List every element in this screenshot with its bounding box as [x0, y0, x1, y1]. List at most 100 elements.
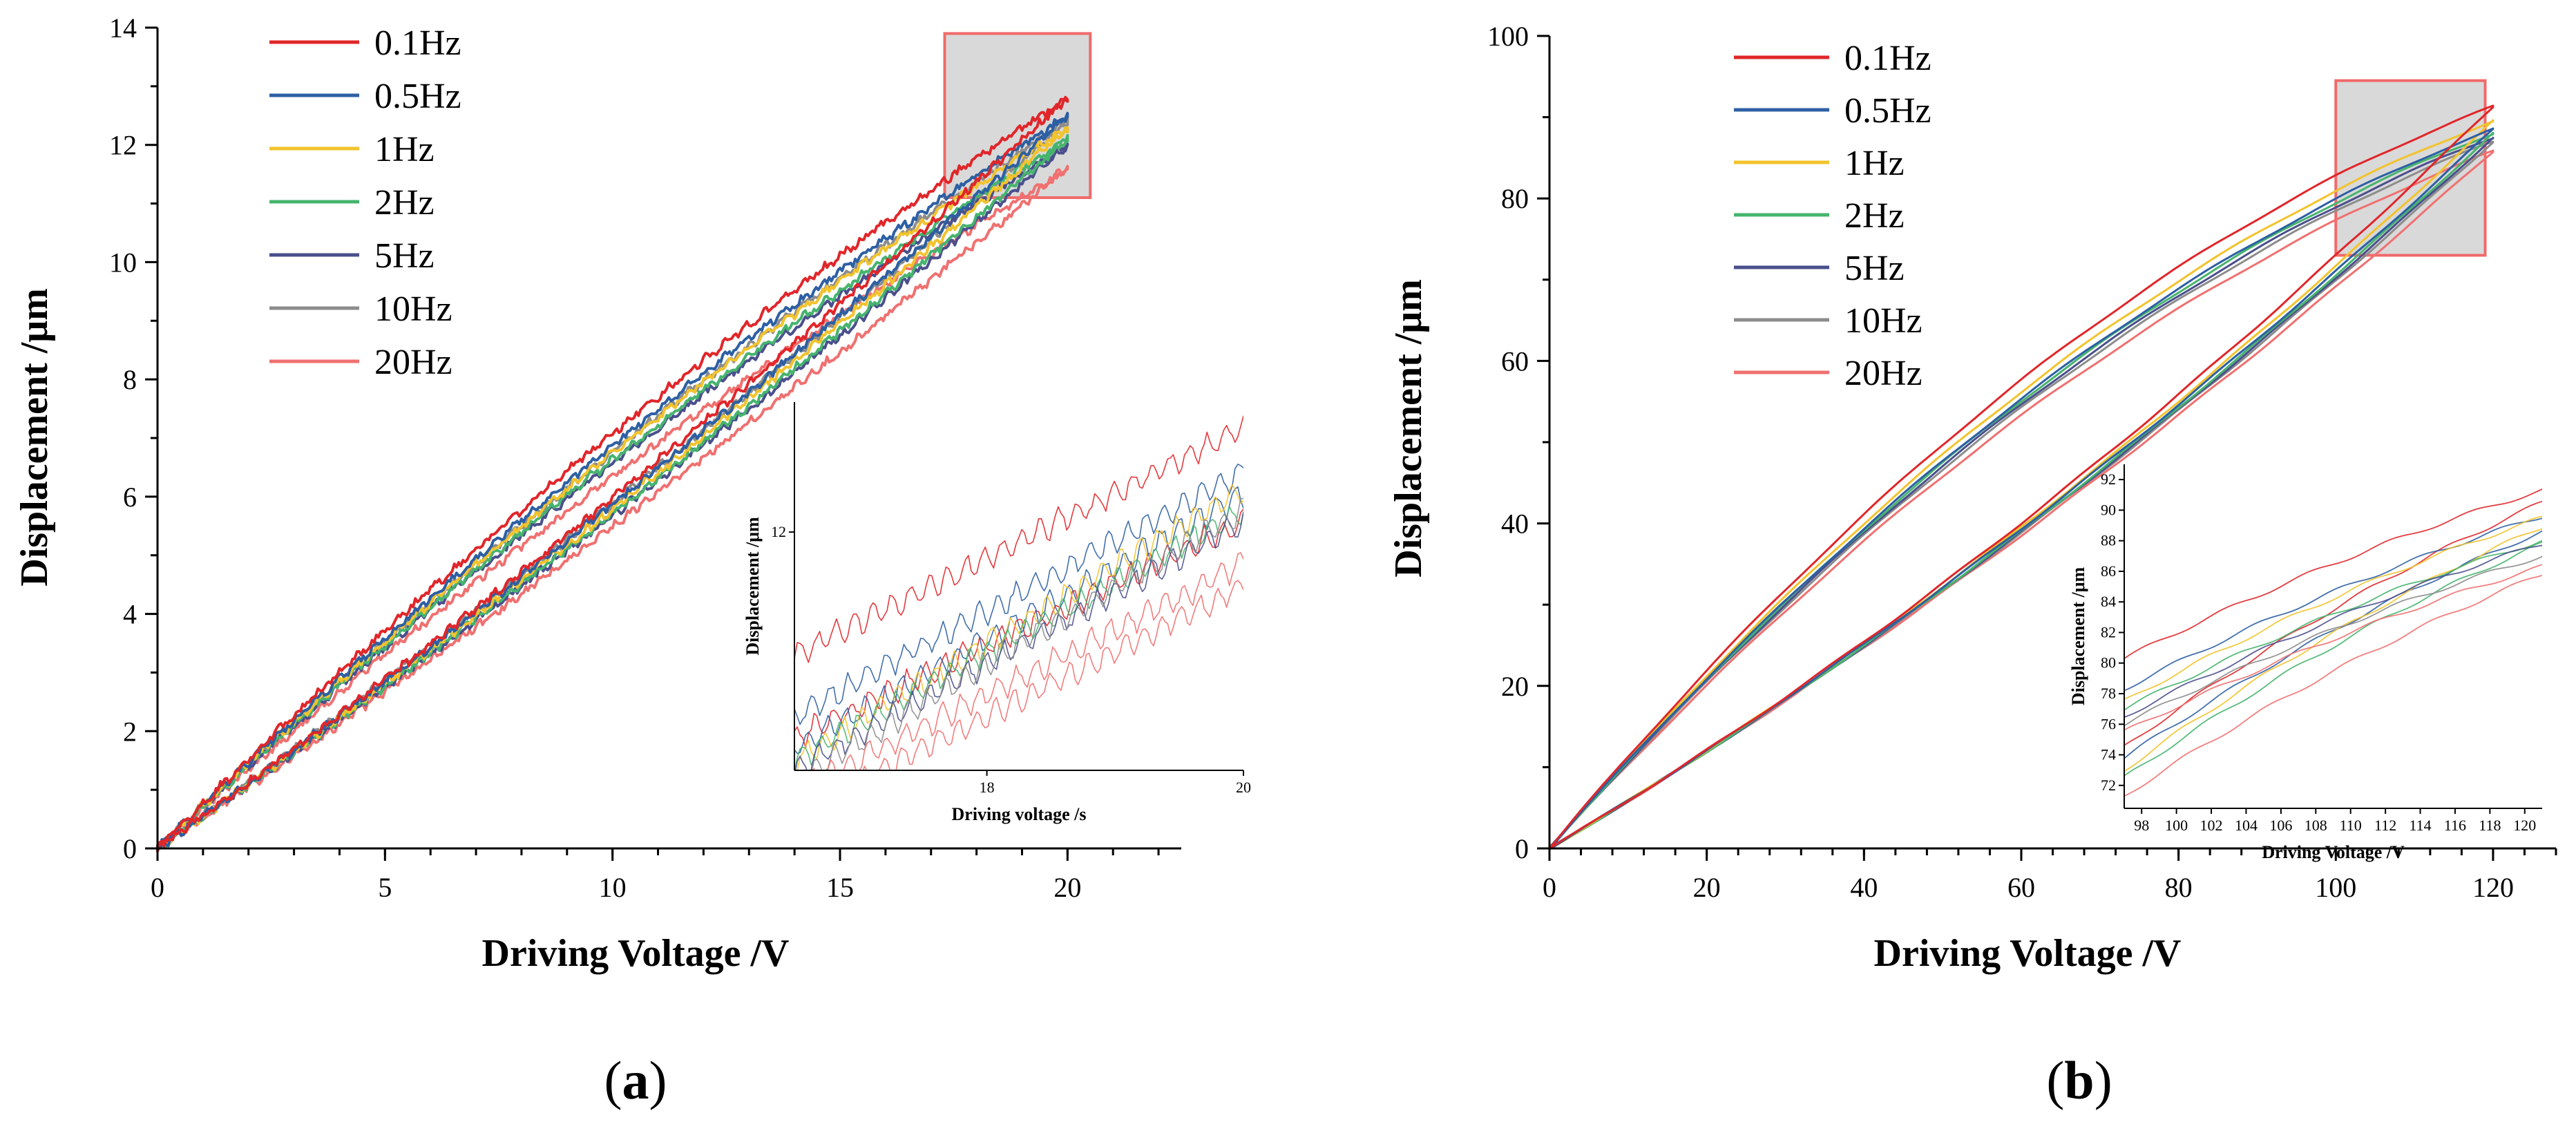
inset-series-line — [2124, 540, 2542, 711]
panel-b-x-axis-title: Driving Voltage /V — [1874, 932, 2182, 975]
legend-label: 0.5Hz — [1844, 91, 1931, 131]
inset-x-tick-label: 118 — [2479, 817, 2501, 834]
legend-item: 2Hz — [269, 183, 435, 222]
legend-item: 10Hz — [1734, 301, 1923, 341]
legend-item: 1Hz — [1734, 144, 1905, 183]
legend-item: 10Hz — [269, 289, 452, 329]
legend-label: 1Hz — [1844, 144, 1905, 183]
inset-background — [794, 402, 1243, 770]
inset-series-line — [2124, 515, 2542, 700]
legend-label: 10Hz — [374, 289, 452, 329]
panel-a-legend: 0.1Hz 0.5Hz 1Hz 2Hz 5Hz 10Hz 20Hz — [269, 23, 461, 382]
inset-series-line — [2124, 544, 2542, 718]
inset-y-tick-label: 74 — [2101, 746, 2116, 763]
legend-item: 5Hz — [1734, 249, 1905, 288]
legend-label: 1Hz — [374, 130, 435, 169]
legend-label: 10Hz — [1844, 301, 1923, 341]
legend-item: 5Hz — [269, 236, 435, 276]
legend-label: 0.1Hz — [374, 23, 461, 63]
panel-a-x-axis-title: Driving Voltage /V — [482, 932, 790, 975]
inset-x-tick-label: 112 — [2374, 817, 2396, 834]
panel-b-y-axis-title: Displacement /μm — [1387, 279, 1430, 577]
inset-x-tick-label: 100 — [2165, 817, 2188, 834]
series-line-0.5hz — [1548, 127, 2494, 850]
y-tick-label: 12 — [109, 130, 137, 161]
legend-label: 5Hz — [1844, 249, 1905, 288]
legend-item: 0.1Hz — [269, 23, 461, 63]
y-tick-label: 14 — [109, 12, 137, 44]
legend-item: 1Hz — [269, 130, 435, 169]
inset-y-axis-title: Displacement /μm — [2068, 567, 2088, 706]
inset-y-tick-label: 82 — [2101, 623, 2116, 640]
y-tick-label: 20 — [1501, 671, 1529, 702]
inset-x-tick-label: 102 — [2200, 817, 2223, 834]
y-tick-label: 100 — [1487, 21, 1529, 52]
x-tick-label: 5 — [378, 872, 392, 903]
panel-a-inset: 18 20 12 Driving voltage /s Displacement /μm — [743, 402, 1251, 824]
inset-series-line — [2124, 575, 2542, 797]
series-line-10hz — [156, 115, 1069, 853]
legend-label: 20Hz — [1844, 354, 1923, 393]
x-tick-label: 20 — [1693, 872, 1721, 903]
panel-b-axes: 0 20 40 60 80 100 120 0 20 40 60 80 100 — [1487, 21, 2557, 903]
legend-label: 2Hz — [1844, 196, 1905, 236]
inset-curves — [794, 415, 1243, 770]
inset-series-line — [2124, 517, 2542, 692]
inset-y-tick-label: 76 — [2101, 715, 2116, 732]
legend-item: 0.5Hz — [269, 77, 461, 116]
inset-y-tick-label: 84 — [2101, 593, 2116, 610]
inset-x-tick-label: 104 — [2235, 817, 2258, 834]
y-tick-label: 0 — [123, 833, 137, 864]
x-tick-label: 15 — [826, 872, 854, 903]
y-tick-label: 8 — [123, 364, 137, 395]
x-tick-label: 120 — [2472, 872, 2514, 903]
x-tick-label: 60 — [2007, 872, 2035, 903]
inset-series-line — [2124, 564, 2542, 731]
inset-x-tick-label: 114 — [2409, 817, 2431, 834]
legend-item: 20Hz — [1734, 354, 1923, 393]
y-tick-label: 80 — [1501, 183, 1529, 214]
x-tick-label: 20 — [1053, 872, 1081, 903]
panel-a-chart: 0 5 10 15 20 0 2 4 6 8 10 12 14 Driving Voltage /V D… — [13, 12, 1251, 1110]
inset-y-tick-label: 80 — [2101, 654, 2116, 672]
legend-label: 0.5Hz — [374, 77, 461, 116]
inset-series-line — [794, 415, 1243, 663]
x-tick-label: 10 — [599, 872, 627, 903]
inset-x-tick-label: 18 — [980, 779, 995, 796]
series-line-0.1hz — [156, 95, 1069, 853]
legend-label: 0.1Hz — [1844, 39, 1931, 78]
inset-y-tick-label: 90 — [2101, 501, 2116, 518]
inset-series-line — [811, 497, 1243, 770]
y-tick-label: 6 — [123, 482, 137, 513]
y-tick-label: 2 — [123, 716, 137, 747]
legend-item: 20Hz — [269, 343, 452, 382]
inset-x-tick-label: 110 — [2340, 817, 2362, 834]
inset-x-axis-title: Driving voltage /s — [952, 804, 1087, 824]
inset-series-line — [812, 552, 1243, 770]
series-line-0.1hz — [1548, 104, 2494, 850]
x-tick-label: 40 — [1850, 872, 1878, 903]
inset-series-line — [2124, 541, 2542, 777]
inset-series-line — [2124, 530, 2542, 759]
inset-series-line — [2124, 555, 2542, 727]
inset-y-tick-label: 12 — [771, 523, 786, 540]
series-line-5hz — [156, 142, 1069, 851]
series-line-20hz — [156, 164, 1069, 849]
panel-b-inset: 98 100 102 104 106 108 110 112 114 116 118 120 72 74 7… — [2068, 464, 2542, 862]
inset-background — [2124, 464, 2542, 808]
inset-curves — [2124, 488, 2542, 797]
panel-a-y-axis-title: Displacement /μm — [13, 288, 56, 586]
y-tick-label: 60 — [1501, 345, 1529, 377]
y-tick-label: 10 — [109, 247, 137, 278]
panel-b-label: (b) — [2046, 1050, 2112, 1110]
inset-y-axis-title: Displacement /μm — [743, 517, 763, 656]
series-line-2hz — [1548, 131, 2494, 850]
panel-a-axes: 0 5 10 15 20 0 2 4 6 8 10 12 14 — [109, 12, 1181, 903]
y-tick-label: 0 — [1515, 833, 1529, 864]
legend-item: 0.5Hz — [1734, 91, 1931, 131]
inset-x-tick-label: 98 — [2134, 817, 2149, 834]
x-tick-label: 0 — [151, 872, 164, 903]
inset-x-axis-title: Driving Voltage /V — [2262, 842, 2405, 862]
inset-y-tick-label: 78 — [2101, 685, 2116, 702]
